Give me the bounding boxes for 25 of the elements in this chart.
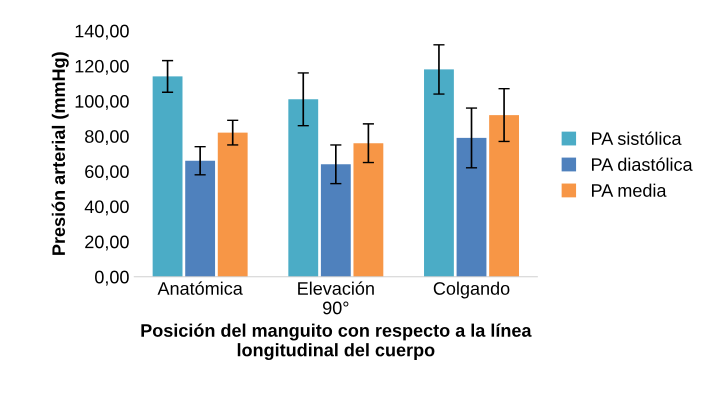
bar [185, 160, 216, 277]
y-axis-title: Presión arterial (mmHg) [52, 52, 69, 255]
x-axis-title: Posición del manguito con respecto a la línea longitudinal del cuerpo [141, 323, 532, 360]
y-tick-label: 60,00 [85, 165, 129, 180]
bar [456, 138, 486, 277]
x-tick-label: Colgando [434, 282, 510, 298]
y-tick-label: 40,00 [84, 200, 129, 216]
y-tick-label: 80,00 [85, 130, 129, 146]
x-tick-label: Anatómica [158, 281, 243, 295]
y-tick-label: 100,00 [76, 94, 129, 110]
bar [288, 99, 318, 277]
y-tick-label: 20,00 [85, 236, 129, 250]
y-tick-label: 120,00 [76, 60, 129, 75]
y-tick-label: 140,00 [76, 24, 129, 40]
legend-label: PA diastólica [592, 157, 693, 171]
legend-label: PA sistólica [592, 132, 682, 145]
bar [424, 69, 454, 277]
bar [218, 132, 248, 277]
bar [353, 143, 384, 277]
legend-label: PA media [592, 184, 666, 197]
bar [152, 76, 182, 277]
bar [489, 115, 519, 277]
bar [320, 164, 351, 277]
x-tick-label: Elevación 90° [298, 281, 374, 314]
y-tick-label: 0,00 [95, 270, 129, 286]
